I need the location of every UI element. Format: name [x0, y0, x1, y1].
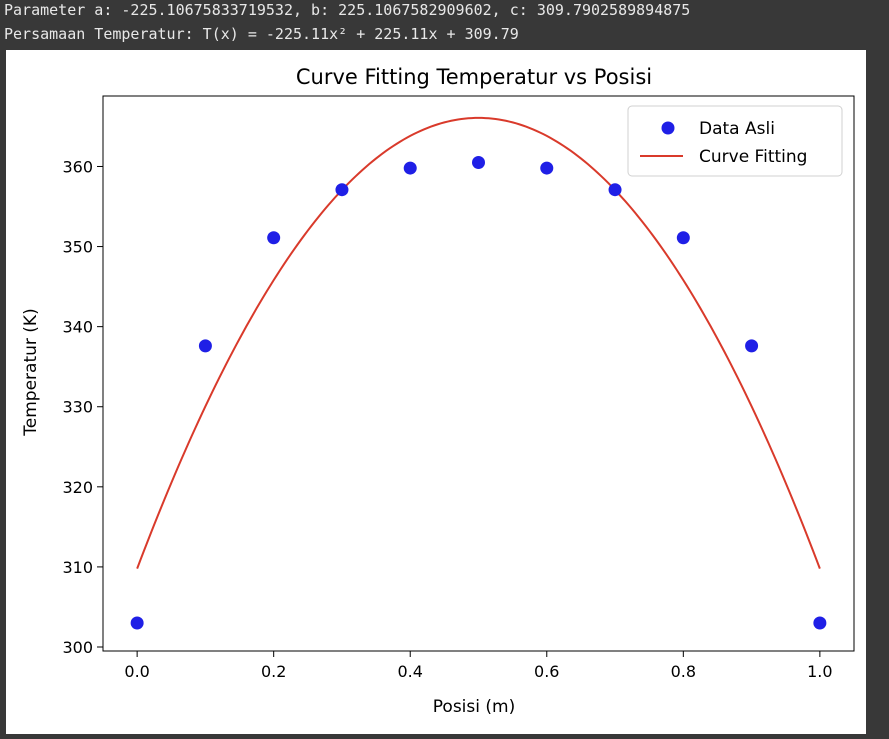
- data-point: [403, 161, 417, 175]
- curve-fitting-line: [136, 116, 821, 569]
- chart-title: Curve Fitting Temperatur vs Posisi: [296, 65, 652, 89]
- data-point: [745, 339, 759, 353]
- y-tick-label: 360: [62, 157, 93, 176]
- parameter-output-line: Parameter a: -225.10675833719532, b: 225…: [4, 1, 691, 19]
- x-tick-label: 0.2: [261, 662, 286, 681]
- data-point: [608, 183, 622, 197]
- chart-svg: Curve Fitting Temperatur vs Posisi 0.0 0.…: [21, 65, 855, 717]
- data-point: [472, 155, 485, 169]
- series-layer: [130, 116, 827, 630]
- data-point: [130, 616, 144, 630]
- y-tick-label: 310: [62, 558, 93, 577]
- x-tick-label: 0.4: [398, 662, 423, 681]
- legend-label-data-asli: Data Asli: [699, 119, 775, 139]
- data-point: [813, 616, 827, 630]
- data-point: [540, 161, 554, 175]
- data-point: [198, 339, 212, 353]
- y-tick-label: 340: [62, 318, 93, 337]
- y-tick-label: 350: [62, 238, 93, 257]
- legend-label-curve-fitting: Curve Fitting: [699, 147, 807, 167]
- chart-figure: Curve Fitting Temperatur vs Posisi 0.0 0.…: [6, 50, 866, 734]
- y-tick-label: 300: [62, 638, 93, 657]
- x-tick-label: 0.0: [124, 662, 149, 681]
- equation-output-line: Persamaan Temperatur: T(x) = -225.11x² +…: [4, 25, 519, 43]
- data-point: [676, 231, 690, 245]
- x-tick-label: 0.8: [671, 662, 696, 681]
- x-tick-label: 1.0: [807, 662, 832, 681]
- y-tick-label: 330: [62, 398, 93, 417]
- y-axis-label: Temperatur (K): [21, 308, 41, 436]
- axes-layer: 0.0 0.2 0.4 0.6 0.8 1.0 300 310 320 330 340 350 360: [62, 95, 855, 681]
- y-tick-label: 320: [62, 478, 93, 497]
- data-point: [335, 183, 349, 197]
- plot-frame: [102, 95, 855, 652]
- x-tick-label: 0.6: [534, 662, 559, 681]
- x-axis-label: Posisi (m): [433, 697, 515, 717]
- legend: Data Asli Curve Fitting: [627, 105, 843, 177]
- data-point: [267, 231, 281, 245]
- legend-marker-data-asli: [661, 121, 675, 135]
- legend-box: [627, 105, 843, 177]
